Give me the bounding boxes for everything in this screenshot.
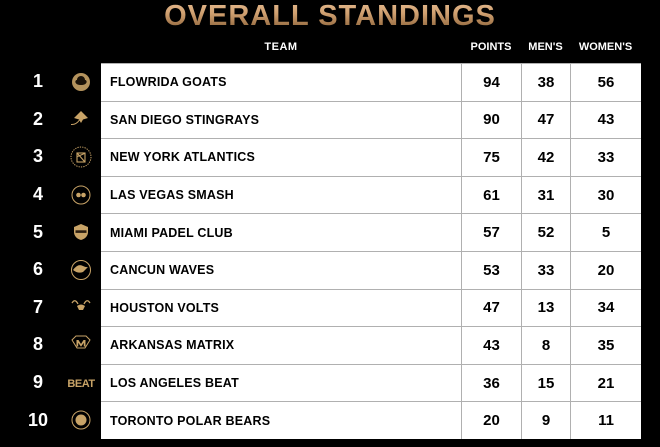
svg-text:BEAT: BEAT <box>67 378 95 390</box>
